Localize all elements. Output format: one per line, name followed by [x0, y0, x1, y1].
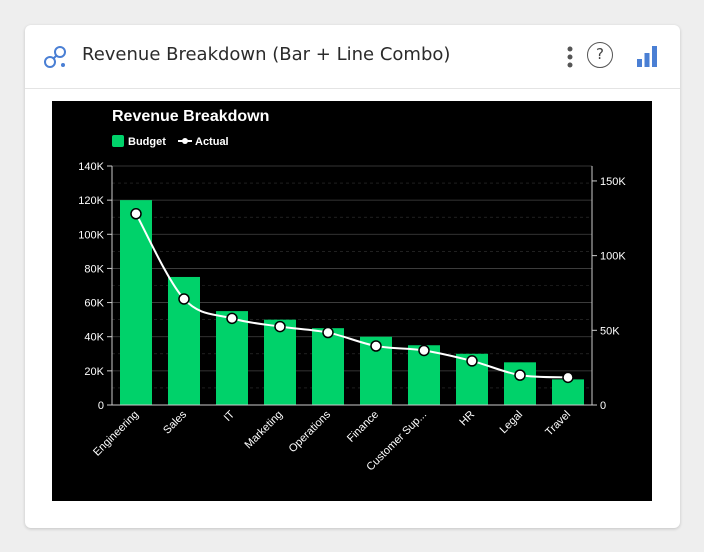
point-actual[interactable]: [418, 344, 430, 357]
y-left-tick-label: 60K: [84, 298, 104, 310]
legend-swatch-budget[interactable]: [112, 135, 124, 147]
point-actual[interactable]: [562, 371, 574, 384]
x-tick-label: Operations: [287, 408, 334, 455]
y-right-tick-label: 100K: [600, 251, 626, 263]
x-tick-label: HR: [457, 409, 477, 429]
page-title: Revenue Breakdown (Bar + Line Combo): [82, 44, 451, 65]
series-line-actual: [135, 213, 569, 379]
bar-budget[interactable]: [312, 328, 344, 405]
y-left-tick-label: 120K: [78, 195, 104, 207]
bar-budget[interactable]: [120, 200, 152, 405]
x-tick-label: IT: [222, 408, 238, 424]
point-actual[interactable]: [514, 369, 526, 381]
bar-budget[interactable]: [504, 362, 536, 405]
point-actual[interactable]: [466, 355, 478, 367]
legend-label-actual[interactable]: Actual: [195, 136, 229, 148]
y-left-tick-label: 40K: [84, 332, 104, 344]
legend-label-budget[interactable]: Budget: [128, 136, 166, 148]
x-tick-label: Finance: [345, 409, 381, 445]
card-header: Revenue Breakdown (Bar + Line Combo) ?: [25, 25, 680, 89]
point-actual[interactable]: [226, 312, 238, 325]
bar-budget[interactable]: [264, 319, 296, 405]
legend: Budget Actual: [112, 135, 229, 148]
point-actual[interactable]: [322, 326, 334, 339]
y-left-tick-label: 0: [98, 400, 104, 412]
logo-icon: [44, 46, 66, 68]
bar-chart-icon[interactable]: [635, 44, 659, 68]
chart-title: Revenue Breakdown: [112, 108, 269, 125]
y-right-tick-label: 0: [600, 400, 606, 412]
y-left-tick-label: 140K: [78, 161, 104, 173]
y-right-tick-label: 50K: [600, 325, 620, 337]
x-tick-label: Legal: [498, 409, 526, 437]
help-icon[interactable]: ?: [587, 42, 613, 68]
x-tick-label: Engineering: [91, 409, 141, 459]
y-left-tick-label: 20K: [84, 366, 104, 378]
chart-area: 0 20K 40K 60K 80K 100K 120K 140K 0 50K 100K 150K Eng…: [52, 101, 652, 501]
bar-budget[interactable]: [552, 379, 584, 405]
point-actual[interactable]: [274, 320, 286, 333]
y-left-tick-label: 80K: [84, 263, 104, 275]
legend-marker-actual: [182, 138, 188, 144]
point-actual[interactable]: [130, 208, 142, 220]
x-tick-label: Travel: [543, 409, 573, 439]
point-actual[interactable]: [178, 293, 190, 305]
combo-chart: 0 20K 40K 60K 80K 100K 120K 140K 0 50K 100K 150K Eng…: [78, 108, 626, 473]
x-tick-label: Sales: [161, 408, 189, 436]
y-left-tick-label: 100K: [78, 229, 104, 241]
bar-budget[interactable]: [216, 311, 248, 405]
y-right-tick-label: 150K: [600, 176, 626, 188]
chart-card: Revenue Breakdown (Bar + Line Combo) ? 0…: [25, 25, 680, 528]
x-tick-label: Marketing: [242, 409, 285, 452]
kebab-menu-icon[interactable]: [563, 45, 577, 71]
point-actual[interactable]: [370, 340, 382, 352]
